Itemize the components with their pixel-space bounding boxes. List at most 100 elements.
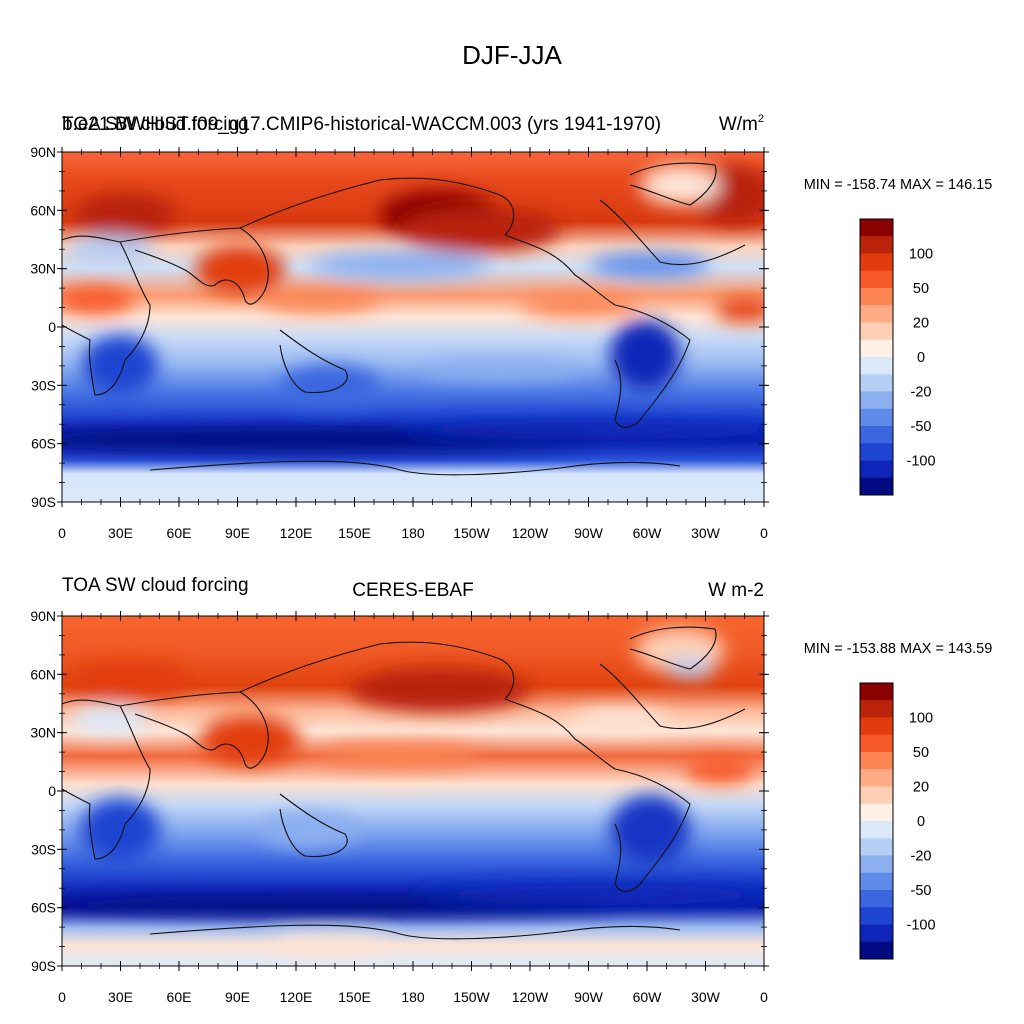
colorbar-swatch	[860, 391, 893, 410]
colorbar-swatch	[860, 855, 893, 874]
colorbar-label: 0	[917, 814, 925, 830]
lon-tick-label: 90W	[574, 989, 604, 1005]
colorbar-swatch	[860, 717, 893, 736]
lon-tick-label: 180	[401, 989, 425, 1005]
colorbar-label: -50	[911, 883, 932, 899]
colorbar-swatch	[860, 322, 893, 341]
lon-tick-label: 0	[760, 525, 768, 541]
colorbar-swatch	[860, 786, 893, 805]
lat-tick-label: 60N	[30, 202, 56, 218]
colorbar-swatch	[860, 339, 893, 358]
colorbar-swatch	[860, 288, 893, 306]
panel-left-title: TOA SW cloud forcing	[62, 575, 249, 596]
colorbar-swatch	[860, 443, 893, 461]
colorbar-swatch	[860, 872, 893, 891]
lon-tick-label: 60W	[633, 989, 663, 1005]
colorbar-swatch	[860, 769, 893, 787]
colorbar-label: 20	[913, 316, 929, 332]
min-max-stats: MIN = -153.88 MAX = 143.59	[804, 641, 993, 657]
lon-tick-label: 30W	[691, 989, 721, 1005]
lat-tick-label: 0	[48, 319, 56, 335]
colorbar-swatch	[860, 270, 893, 289]
lon-tick-label: 30E	[108, 525, 133, 541]
lon-tick-label: 120E	[280, 989, 313, 1005]
colorbar-label: -20	[911, 849, 932, 865]
lon-tick-label: 150W	[453, 989, 490, 1005]
colorbar-label: -50	[911, 419, 932, 435]
lat-tick-label: 30S	[31, 377, 56, 393]
lon-tick-label: 90E	[225, 989, 250, 1005]
colorbar-label: -20	[911, 385, 932, 401]
colorbar-swatch	[860, 357, 893, 375]
lon-tick-label: 120W	[512, 525, 549, 541]
panel-center-title: CERES-EBAF	[352, 580, 473, 601]
colorbar-swatch	[860, 219, 893, 237]
colorbar-swatch	[860, 734, 893, 753]
colorbar-swatch	[860, 426, 893, 444]
colorbar-swatch	[860, 477, 893, 496]
colorbar-swatch	[860, 838, 893, 856]
colorbar-swatch	[860, 752, 893, 770]
lon-tick-label: 150W	[453, 525, 490, 541]
lat-labels: 90N 60N 30N 0 30S 60S 90S	[30, 144, 56, 510]
map-field	[62, 152, 764, 502]
lon-tick-label: 60E	[167, 525, 192, 541]
colorbar-swatch	[860, 236, 893, 254]
lon-tick-label: 120E	[280, 525, 313, 541]
lon-tick-label: 120W	[512, 989, 549, 1005]
lat-tick-label: 60S	[31, 900, 56, 916]
lat-tick-label: 90S	[31, 494, 56, 510]
colorbar-swatch	[860, 683, 893, 701]
panel-units: W/m2	[719, 113, 764, 135]
map-panel-model: b.e21.BWHIST.f09_g17.CMIP6-historical-WA…	[30, 113, 993, 541]
colorbar-label: 50	[913, 745, 929, 761]
lat-labels: 90N 60N 30N 0 30S 60S 90S	[30, 608, 56, 974]
colorbar-label: 100	[909, 711, 933, 727]
lon-tick-label: 150E	[338, 525, 371, 541]
lon-tick-label: 90W	[574, 525, 604, 541]
colorbar-swatch	[860, 803, 893, 822]
colorbar-swatch	[860, 253, 893, 272]
lon-tick-label: 60E	[167, 989, 192, 1005]
panel-left-title: TOA SW cloud forcing	[62, 114, 249, 135]
panel-units: W m-2	[708, 580, 764, 601]
map-panel-obs: TOA SW cloud forcing CERES-EBAF W m-2	[30, 575, 993, 1005]
lon-tick-label: 90E	[225, 525, 250, 541]
colorbar-label: 50	[913, 281, 929, 297]
lon-tick-label: 180	[401, 525, 425, 541]
colorbar-swatch	[860, 907, 893, 925]
lat-tick-label: 0	[48, 783, 56, 799]
colorbar-swatch	[860, 700, 893, 718]
colorbar: 100 50 20 0 -20 -50 -100	[859, 682, 936, 960]
lon-tick-label: 60W	[633, 525, 663, 541]
figure-title: DJF-JJA	[462, 40, 562, 70]
lat-tick-label: 60N	[30, 666, 56, 682]
lat-tick-label: 30S	[31, 841, 56, 857]
colorbar-swatch	[860, 890, 893, 908]
colorbar-label: 20	[913, 780, 929, 796]
lon-labels: 0 30E 60E 90E 120E 150E 180 150W 120W 90W 60W 30W 0	[58, 525, 768, 541]
colorbar-swatch	[860, 821, 893, 839]
lat-tick-label: 60S	[31, 436, 56, 452]
min-max-stats: MIN = -158.74 MAX = 146.15	[804, 177, 993, 193]
lat-tick-label: 30N	[30, 725, 56, 741]
colorbar-swatch	[860, 305, 893, 323]
lon-tick-label: 0	[58, 525, 66, 541]
lon-tick-label: 30W	[691, 525, 721, 541]
colorbar-swatch	[860, 408, 893, 427]
colorbar: 100 50 20 0 -20 -50 -100	[859, 218, 936, 496]
map-ticks	[57, 611, 769, 971]
colorbar-label: 0	[917, 350, 925, 366]
colorbar-label: -100	[906, 918, 935, 934]
colorbar-swatch	[860, 941, 893, 960]
lat-tick-label: 30N	[30, 261, 56, 277]
lat-tick-label: 90N	[30, 144, 56, 160]
colorbar-swatch	[860, 374, 893, 392]
lon-tick-label: 150E	[338, 989, 371, 1005]
lon-tick-label: 0	[760, 989, 768, 1005]
map-ticks	[57, 147, 769, 507]
coastlines	[62, 162, 746, 476]
colorbar-label: -100	[906, 454, 935, 470]
lat-tick-label: 90N	[30, 608, 56, 624]
